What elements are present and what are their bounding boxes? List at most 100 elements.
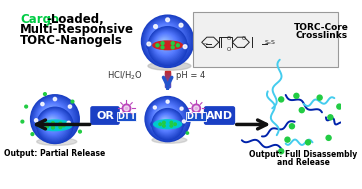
Ellipse shape bbox=[152, 137, 187, 143]
Bar bbox=[165, 74, 170, 75]
Circle shape bbox=[142, 15, 193, 67]
Text: Cargo: Cargo bbox=[20, 13, 59, 26]
Circle shape bbox=[53, 98, 56, 101]
Circle shape bbox=[153, 110, 181, 138]
Circle shape bbox=[43, 107, 60, 124]
Ellipse shape bbox=[154, 120, 182, 129]
Circle shape bbox=[145, 19, 188, 62]
Circle shape bbox=[46, 117, 58, 128]
Circle shape bbox=[48, 118, 55, 126]
Text: OR: OR bbox=[96, 111, 114, 121]
Bar bbox=[165, 72, 170, 73]
Circle shape bbox=[49, 119, 54, 125]
Circle shape bbox=[156, 112, 177, 134]
Circle shape bbox=[151, 30, 182, 60]
Circle shape bbox=[41, 102, 44, 106]
Circle shape bbox=[191, 103, 201, 113]
Text: Output: Partial Release: Output: Partial Release bbox=[4, 149, 106, 158]
Circle shape bbox=[179, 23, 183, 27]
Text: S–S: S–S bbox=[265, 40, 276, 45]
Circle shape bbox=[159, 32, 167, 40]
Circle shape bbox=[147, 21, 185, 58]
FancyBboxPatch shape bbox=[117, 112, 136, 121]
Circle shape bbox=[30, 94, 80, 144]
FancyBboxPatch shape bbox=[204, 106, 235, 125]
Circle shape bbox=[39, 109, 69, 139]
Circle shape bbox=[161, 34, 163, 37]
Circle shape bbox=[155, 34, 176, 54]
Circle shape bbox=[157, 108, 171, 122]
Circle shape bbox=[159, 37, 171, 49]
Text: pH = 4: pH = 4 bbox=[176, 71, 205, 80]
Text: TORC-Core: TORC-Core bbox=[294, 22, 349, 32]
Circle shape bbox=[306, 140, 311, 145]
Circle shape bbox=[51, 126, 54, 129]
Circle shape bbox=[158, 115, 173, 130]
Circle shape bbox=[170, 125, 173, 127]
Circle shape bbox=[157, 31, 168, 42]
Circle shape bbox=[43, 93, 46, 95]
Circle shape bbox=[149, 28, 185, 64]
Circle shape bbox=[38, 102, 68, 132]
Circle shape bbox=[161, 46, 164, 49]
Circle shape bbox=[176, 44, 179, 47]
Circle shape bbox=[194, 106, 199, 111]
Circle shape bbox=[160, 39, 168, 47]
Circle shape bbox=[31, 133, 34, 136]
Bar bbox=[165, 85, 170, 86]
Circle shape bbox=[33, 97, 75, 139]
Circle shape bbox=[160, 116, 171, 128]
Circle shape bbox=[158, 114, 174, 131]
Circle shape bbox=[147, 98, 187, 138]
Circle shape bbox=[162, 119, 167, 124]
Circle shape bbox=[38, 109, 70, 141]
Circle shape bbox=[67, 121, 70, 125]
Ellipse shape bbox=[148, 62, 191, 70]
Ellipse shape bbox=[151, 119, 185, 130]
Circle shape bbox=[157, 114, 175, 132]
Circle shape bbox=[25, 105, 28, 108]
Circle shape bbox=[148, 99, 185, 137]
Circle shape bbox=[124, 106, 129, 111]
Circle shape bbox=[43, 108, 59, 123]
Circle shape bbox=[148, 22, 183, 57]
Circle shape bbox=[46, 116, 59, 129]
Circle shape bbox=[21, 120, 24, 123]
Bar bbox=[165, 86, 170, 87]
Bar bbox=[165, 79, 170, 80]
Circle shape bbox=[150, 28, 184, 63]
Text: AND: AND bbox=[206, 111, 233, 121]
Circle shape bbox=[171, 42, 174, 45]
Circle shape bbox=[150, 24, 180, 53]
Circle shape bbox=[156, 44, 159, 47]
Circle shape bbox=[160, 33, 165, 39]
Circle shape bbox=[159, 115, 172, 129]
Circle shape bbox=[45, 109, 57, 121]
Circle shape bbox=[180, 107, 183, 110]
Circle shape bbox=[155, 29, 172, 45]
Ellipse shape bbox=[153, 41, 182, 50]
Circle shape bbox=[163, 121, 165, 124]
Circle shape bbox=[158, 109, 170, 121]
Circle shape bbox=[40, 110, 68, 138]
Text: Output: Full Disassembly: Output: Full Disassembly bbox=[249, 150, 358, 159]
Circle shape bbox=[328, 115, 333, 120]
Circle shape bbox=[46, 110, 55, 120]
Circle shape bbox=[337, 104, 342, 109]
Bar bbox=[165, 78, 170, 79]
Circle shape bbox=[161, 39, 167, 45]
Circle shape bbox=[42, 106, 62, 126]
Text: TORC-Nanogels: TORC-Nanogels bbox=[20, 34, 123, 47]
Circle shape bbox=[183, 45, 187, 49]
Circle shape bbox=[156, 30, 170, 44]
Circle shape bbox=[326, 135, 331, 140]
Circle shape bbox=[59, 126, 62, 129]
Circle shape bbox=[146, 98, 188, 139]
Circle shape bbox=[148, 27, 186, 65]
Bar bbox=[165, 81, 170, 82]
Circle shape bbox=[166, 100, 169, 103]
Circle shape bbox=[171, 46, 174, 49]
Circle shape bbox=[44, 115, 61, 132]
Circle shape bbox=[161, 42, 164, 45]
Text: DTT: DTT bbox=[117, 112, 136, 121]
